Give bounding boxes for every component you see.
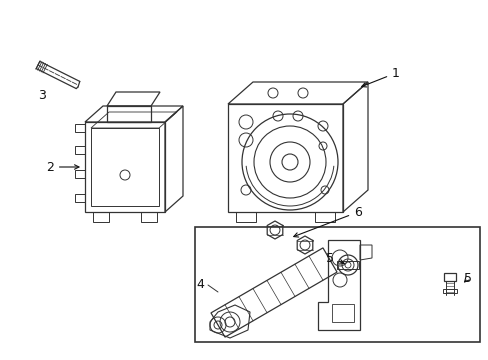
Text: 4: 4	[196, 279, 203, 292]
Text: 5: 5	[463, 271, 471, 284]
Bar	[85, 122, 164, 212]
Text: 1: 1	[361, 67, 399, 87]
Bar	[314, 212, 334, 222]
Text: 2: 2	[46, 161, 79, 174]
Bar	[331, 304, 353, 322]
Bar	[91, 128, 159, 206]
Bar	[93, 212, 109, 222]
Bar	[227, 104, 342, 212]
Text: 3: 3	[38, 89, 46, 102]
Bar	[236, 212, 256, 222]
Bar	[141, 212, 157, 222]
Bar	[442, 289, 456, 293]
Text: 5: 5	[325, 252, 344, 265]
Bar	[336, 261, 358, 269]
Text: 6: 6	[293, 206, 361, 237]
Bar	[443, 273, 455, 281]
Bar	[107, 106, 151, 122]
Bar	[195, 227, 479, 342]
